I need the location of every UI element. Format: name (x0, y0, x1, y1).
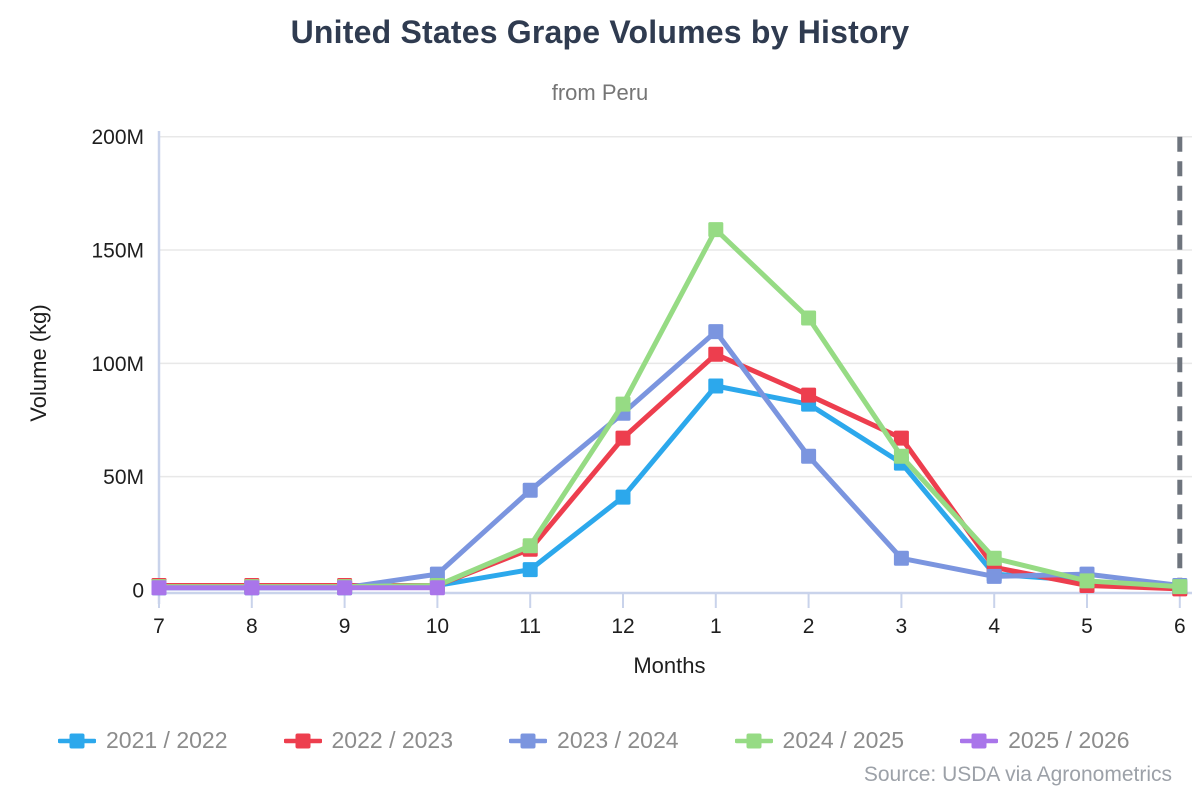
legend-marker-icon (58, 733, 96, 748)
x-tick-label: 7 (153, 615, 165, 638)
x-tick-label: 11 (519, 615, 541, 638)
legend-label: 2021 / 2022 (106, 727, 228, 753)
data-point-marker-2024-2025[interactable] (986, 550, 1002, 566)
data-point-marker-2023-2024[interactable] (708, 324, 724, 340)
legend-marker-icon (734, 733, 773, 748)
data-point-marker-2024-2025[interactable] (1079, 573, 1095, 589)
data-point-marker-2024-2025[interactable] (893, 448, 909, 464)
data-point-marker-2022-2023[interactable] (893, 430, 909, 446)
x-tick-label: 10 (426, 615, 449, 638)
legend-item-2025-2026[interactable]: 2025 / 2026 (960, 727, 1130, 754)
x-tick-label: 2 (803, 615, 815, 638)
y-tick-label: 150M (91, 240, 144, 263)
x-tick-label: 5 (1081, 615, 1093, 638)
data-point-marker-2022-2023[interactable] (801, 387, 817, 403)
y-tick-label: 50M (103, 466, 144, 489)
y-tick-label: 200M (91, 126, 144, 149)
x-tick-label: 3 (896, 615, 908, 638)
legend-item-2023-2024[interactable]: 2023 / 2024 (509, 727, 679, 754)
y-tick-label: 100M (91, 353, 144, 376)
x-tick-label: 12 (611, 615, 634, 638)
data-point-marker-2023-2024[interactable] (893, 550, 909, 566)
y-axis-title: Volume (kg) (26, 304, 51, 421)
x-tick-label: 6 (1174, 615, 1186, 638)
legend-item-2021-2022[interactable]: 2021 / 2022 (58, 727, 228, 754)
chart-subtitle: from Peru (551, 80, 649, 105)
legend-label: 2024 / 2025 (782, 727, 905, 753)
x-tick-label: 1 (710, 615, 722, 638)
x-tick-label: 8 (246, 615, 258, 638)
legend-item-2022-2023[interactable]: 2022 / 2023 (283, 727, 454, 754)
data-point-marker-2023-2024[interactable] (801, 448, 817, 464)
x-tick-label: 9 (339, 615, 351, 638)
legend-marker-icon (960, 733, 999, 748)
data-point-marker-2023-2024[interactable] (522, 482, 538, 498)
data-point-marker-2025-2026[interactable] (429, 580, 445, 596)
series-line-2023-2024 (159, 329, 1181, 591)
legend: 2021 / 2022 2022 / 2023 2023 / 2024 2024 / … (58, 727, 1130, 754)
data-point-marker-2022-2023[interactable] (708, 346, 724, 362)
data-point-marker-2024-2025[interactable] (1172, 579, 1188, 595)
y-tick-label: 0 (132, 580, 144, 603)
source-attribution: Source: USDA via Agronometrics (863, 763, 1172, 786)
legend-label: 2023 / 2024 (557, 727, 679, 753)
data-point-marker-2024-2025[interactable] (708, 222, 724, 238)
data-point-marker-2021-2022[interactable] (522, 562, 538, 578)
data-point-marker-2024-2025[interactable] (615, 396, 631, 412)
series-line-2021-2022 (159, 383, 1180, 591)
data-point-marker-2024-2025[interactable] (801, 310, 817, 326)
series-line-2022-2023 (159, 351, 1180, 592)
legend-label: 2022 / 2023 (331, 727, 454, 753)
data-point-marker-2025-2026[interactable] (151, 580, 167, 596)
data-point-marker-2022-2023[interactable] (615, 430, 631, 446)
data-point-marker-2021-2022[interactable] (708, 378, 724, 394)
data-point-marker-2025-2026[interactable] (244, 580, 260, 596)
data-point-marker-2021-2022[interactable] (615, 489, 631, 505)
data-point-marker-2024-2025[interactable] (522, 538, 538, 554)
series-line-2024-2025 (159, 227, 1180, 590)
data-point-marker-2023-2024[interactable] (986, 568, 1002, 584)
legend-label: 2025 / 2026 (1008, 727, 1130, 753)
x-axis-title: Months (633, 653, 705, 678)
data-point-marker-2025-2026[interactable] (337, 580, 353, 596)
x-tick-label: 4 (988, 615, 1000, 638)
chart-title: United States Grape Volumes by History (290, 14, 910, 50)
data-point-marker-2023-2024[interactable] (429, 566, 445, 582)
legend-marker-icon (283, 733, 322, 748)
legend-item-2024-2025[interactable]: 2024 / 2025 (734, 727, 905, 754)
legend-marker-icon (509, 733, 548, 748)
